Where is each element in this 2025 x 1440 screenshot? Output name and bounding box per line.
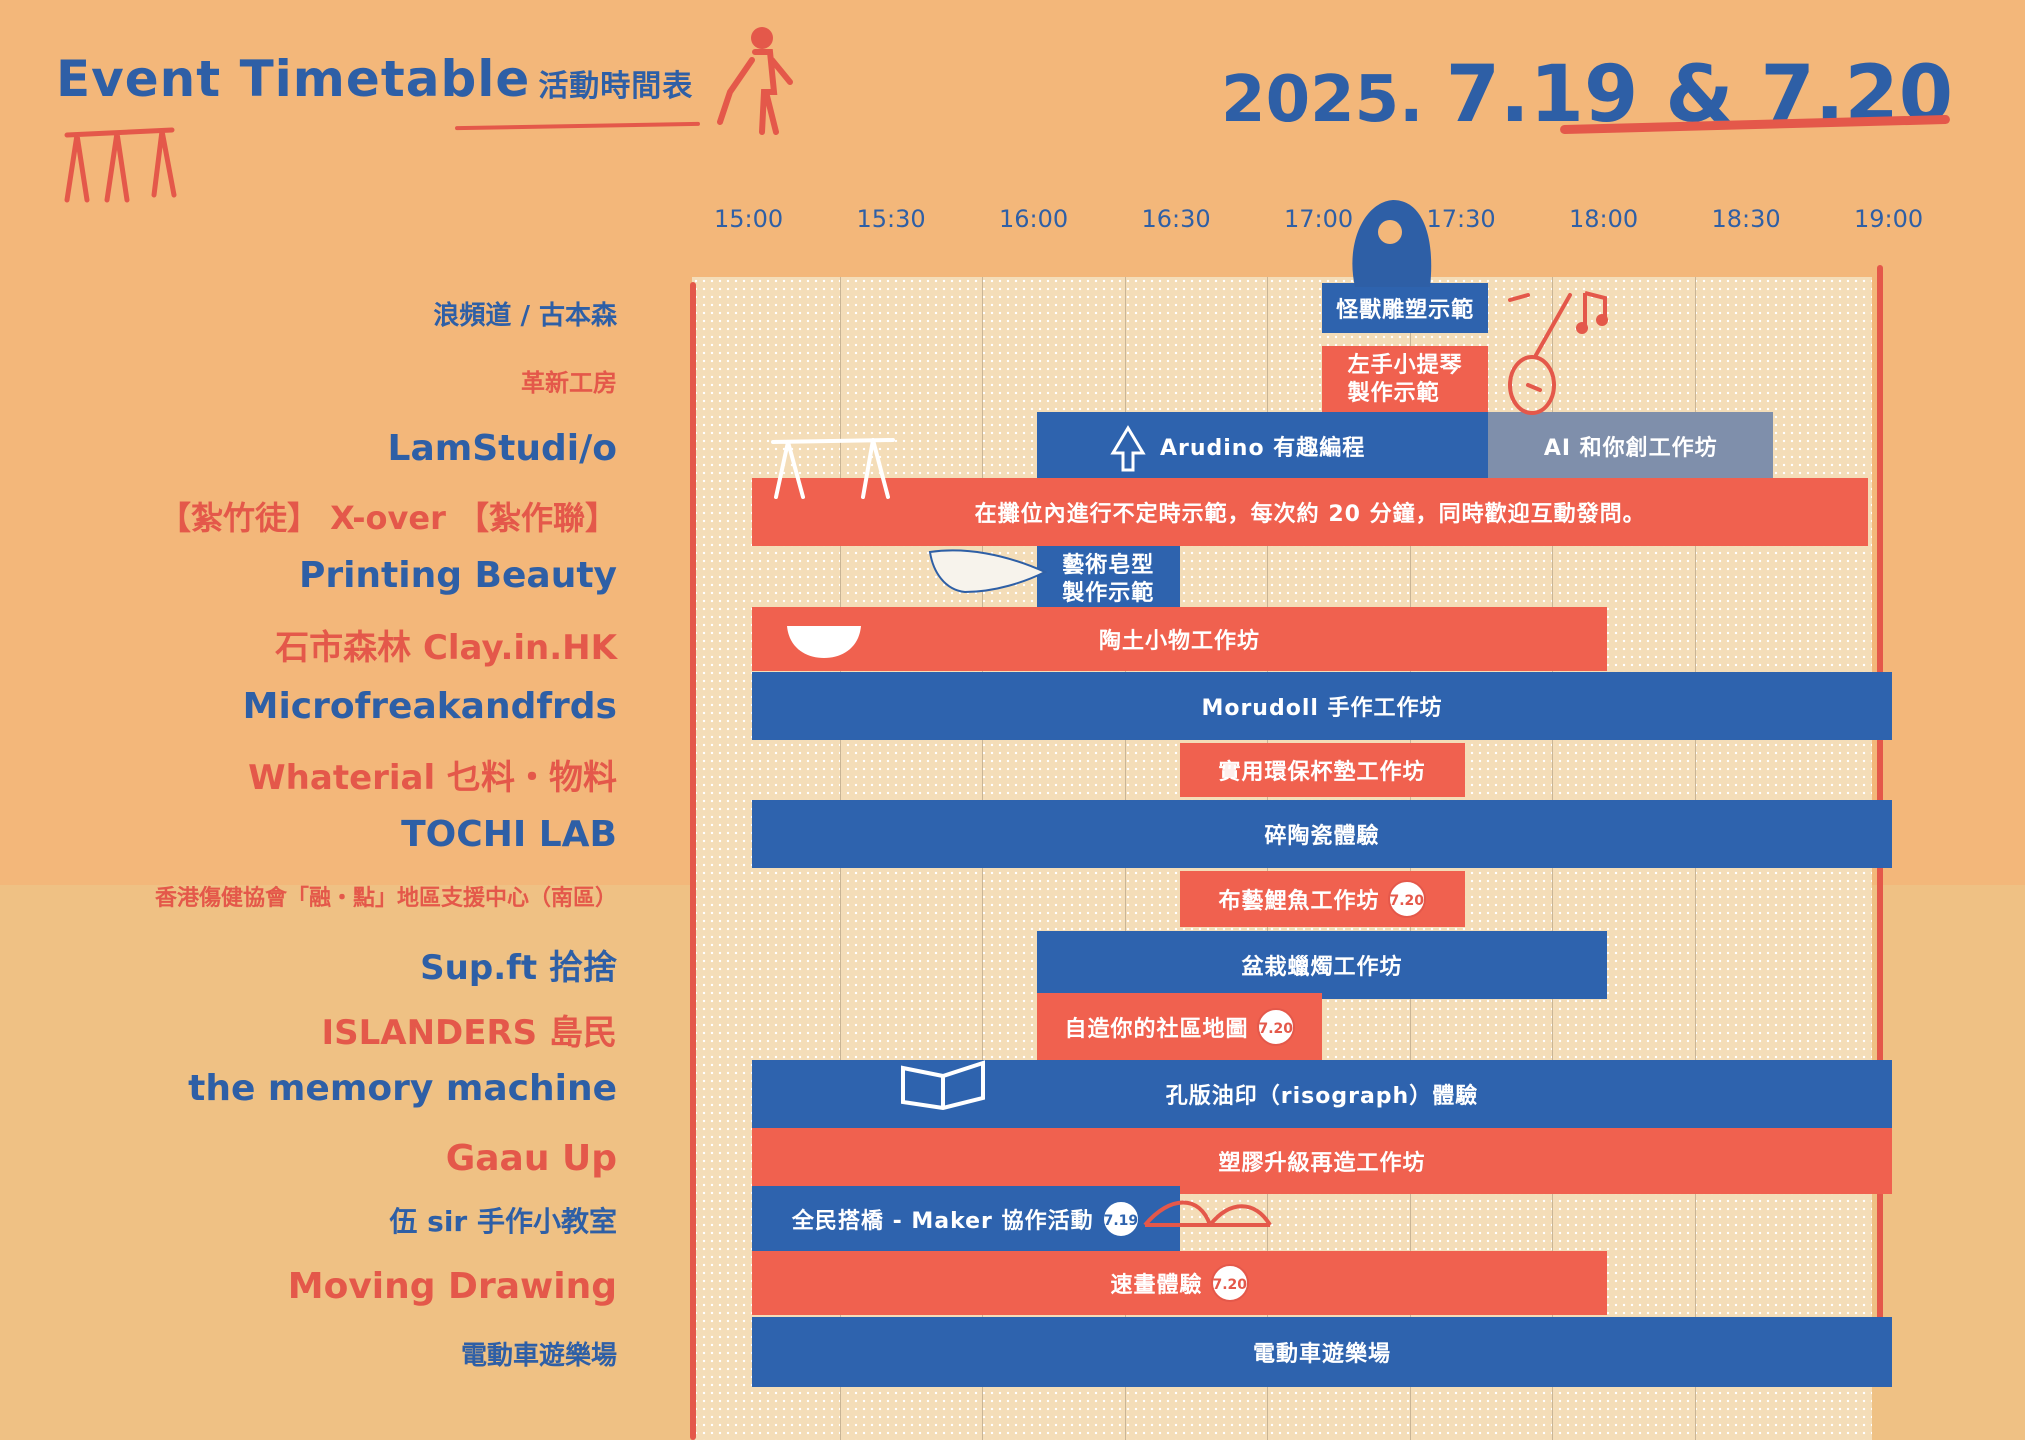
session-bar-16[interactable]: 全民搭橋 - Maker 協作活動 7.19 xyxy=(752,1186,1180,1252)
row-label: LamStudi/o xyxy=(387,428,618,469)
row-label: Sup.ft 拾捨 xyxy=(420,948,617,988)
row-label: 石市森林 Clay.in.HK xyxy=(275,628,617,668)
session-label: 布藝鯉魚工作坊 xyxy=(1218,889,1380,914)
time-label: 18:30 xyxy=(1711,205,1781,233)
session-label-line1: 左手小提琴 xyxy=(1347,353,1463,378)
session-bar-17[interactable]: 速畫體驗 7.20 xyxy=(752,1251,1607,1315)
music-note-icon xyxy=(1576,291,1608,334)
time-label: 16:30 xyxy=(1141,205,1211,233)
session-label: Morudoll 手作工作坊 xyxy=(1201,696,1443,721)
date-badge: 7.20 xyxy=(1387,880,1426,918)
session-bar-8[interactable]: Morudoll 手作工作坊 xyxy=(752,672,1892,740)
row-label: 電動車遊樂場 xyxy=(460,1341,617,1371)
session-label: 自造你的社區地圖 xyxy=(1064,1017,1249,1042)
session-label-line1: 藝術皂型 xyxy=(1062,553,1155,578)
page-title: Event Timetable 活動時間表 xyxy=(56,50,693,108)
time-label: 19:00 xyxy=(1854,205,1924,233)
session-bar-3[interactable]: Arudino 有趣編程 xyxy=(1037,412,1489,480)
row-label: Moving Drawing xyxy=(287,1266,617,1307)
session-bar-18[interactable]: 電動車遊樂場 xyxy=(752,1317,1892,1387)
title-english: Event Timetable xyxy=(56,50,531,108)
session-label: 碎陶瓷體驗 xyxy=(1264,824,1380,849)
session-bar-4[interactable]: AI 和你創工作坊 xyxy=(1488,412,1774,480)
bridge-illustration xyxy=(1143,1200,1272,1227)
row-label: 【紮竹徒】 X-over 【紮作聯】 xyxy=(159,499,617,537)
session-bar-10[interactable]: 碎陶瓷體驗 xyxy=(752,800,1892,868)
session-bar-13[interactable]: 自造你的社區地圖 7.20 xyxy=(1037,993,1322,1061)
session-label: 孔版油印（risograph）體驗 xyxy=(1165,1084,1479,1109)
session-bar-11[interactable]: 布藝鯉魚工作坊 7.20 xyxy=(1179,871,1465,927)
session-label: Arudino 有趣編程 xyxy=(1159,436,1366,461)
row-label: ISLANDERS 島民 xyxy=(321,1013,617,1053)
session-label: 盆栽蠟燭工作坊 xyxy=(1241,955,1403,980)
row-label: 伍 sir 手作小教室 xyxy=(389,1205,617,1238)
session-bar-5[interactable]: 在攤位內進行不定時示範，每次約 20 分鐘，同時歡迎互動發問。 xyxy=(752,478,1869,546)
row-label: 革新工房 xyxy=(521,369,617,397)
title-underline xyxy=(454,121,701,131)
session-label: 全民搭橋 - Maker 協作活動 xyxy=(791,1209,1094,1234)
session-label: 在攤位內進行不定時示範，每次約 20 分鐘，同時歡迎互動發問。 xyxy=(974,502,1646,527)
session-label: 電動車遊樂場 xyxy=(1252,1342,1391,1367)
session-bar-15[interactable]: 塑膠升級再造工作坊 xyxy=(752,1128,1892,1194)
date-badge: 7.19 xyxy=(1101,1200,1140,1238)
row-label: Printing Beauty xyxy=(298,555,617,596)
date-badge: 7.20 xyxy=(1210,1264,1249,1302)
time-label: 18:00 xyxy=(1569,205,1639,233)
monster-sculpture-illustration xyxy=(1352,200,1432,287)
row-label: TOCHI LAB xyxy=(401,814,617,855)
session-label: 速畫體驗 xyxy=(1110,1273,1203,1298)
session-bar-9[interactable]: 實用環保杯墊工作坊 xyxy=(1179,743,1465,797)
session-label-line2: 製作示範 xyxy=(1347,381,1440,406)
date-badge: 7.20 xyxy=(1256,1008,1295,1046)
book-icon xyxy=(901,1060,985,1110)
row-label: the memory machine xyxy=(188,1068,617,1109)
row-label: 浪頻道 / 古本森 xyxy=(433,301,617,331)
person-illustration xyxy=(717,27,793,135)
time-label: 17:00 xyxy=(1284,205,1354,233)
time-label: 17:30 xyxy=(1426,205,1496,233)
time-label: 15:30 xyxy=(856,205,926,233)
session-bar-7[interactable]: 陶土小物工作坊 xyxy=(752,607,1607,671)
session-label: 塑膠升級再造工作坊 xyxy=(1218,1151,1426,1176)
session-label: AI 和你創工作坊 xyxy=(1543,436,1718,461)
hand-illustration xyxy=(928,549,1048,594)
session-label: 陶土小物工作坊 xyxy=(1098,629,1260,654)
session-label-line2: 製作示範 xyxy=(1062,581,1155,606)
session-label: 怪獸雕塑示範 xyxy=(1336,298,1475,323)
row-label: Microfreakandfrds xyxy=(242,686,617,727)
session-label: 實用環保杯墊工作坊 xyxy=(1218,760,1426,785)
time-label: 16:00 xyxy=(999,205,1069,233)
row-label: Gaau Up xyxy=(445,1138,617,1179)
session-bar-12[interactable]: 盆栽蠟燭工作坊 xyxy=(1037,931,1607,999)
bamboo-rack-illustration xyxy=(64,127,177,203)
session-bar-1[interactable]: 怪獸雕塑示範 xyxy=(1322,283,1489,333)
grid-left-border xyxy=(690,282,696,1440)
row-label: 香港傷健協會「融・點」地區支援中心（南區） xyxy=(154,886,617,911)
bowl-illustration xyxy=(787,626,861,658)
violin-illustration xyxy=(1508,293,1572,415)
session-bar-6[interactable]: 藝術皂型 製作示範 xyxy=(1037,546,1180,614)
title-chinese: 活動時間表 xyxy=(538,69,694,104)
time-label: 15:00 xyxy=(714,205,784,233)
session-bar-2[interactable]: 左手小提琴 製作示範 xyxy=(1322,346,1489,414)
date-year: 2025. xyxy=(1221,63,1424,137)
cursor-icon xyxy=(1110,425,1146,472)
row-label: Whaterial 乜料・物料 xyxy=(248,758,617,798)
bamboo-frame-illustration xyxy=(771,438,895,499)
